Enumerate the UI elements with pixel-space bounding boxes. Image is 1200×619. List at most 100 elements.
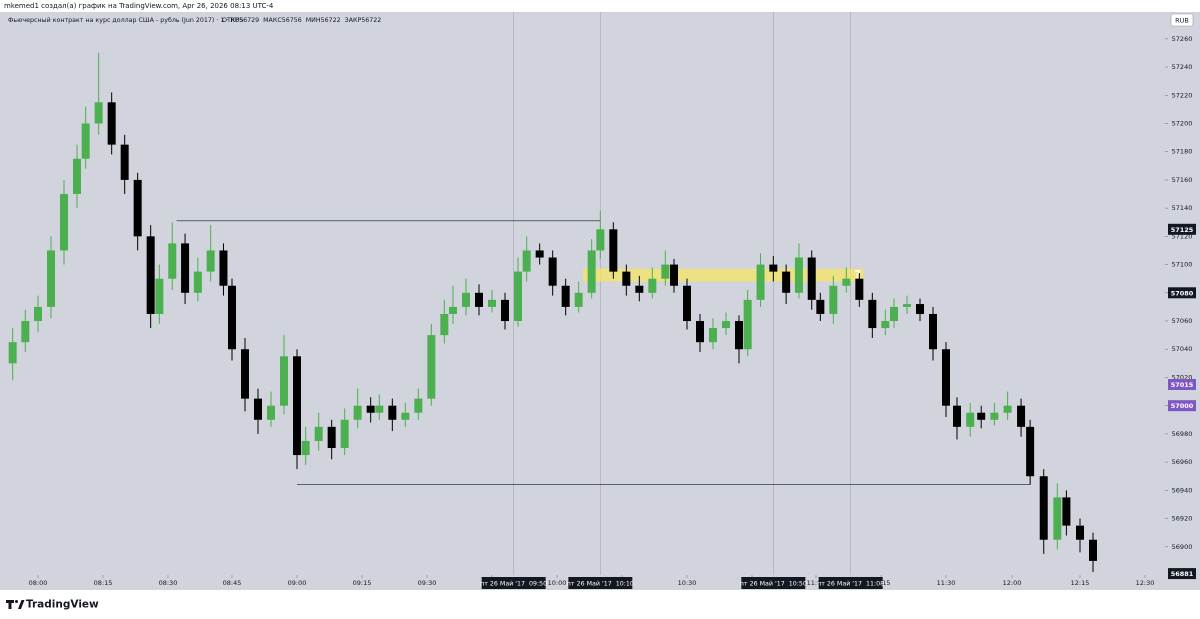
candle-body: [168, 243, 177, 279]
logo-dot: [15, 600, 18, 603]
candle-body: [794, 257, 803, 293]
time-marker-label: пт 26 Май '17 11:08: [817, 580, 884, 588]
price-badge: [1168, 400, 1196, 412]
candle-body: [375, 405, 384, 413]
candle-body: [228, 285, 236, 350]
price-badge-label: 56881: [1171, 570, 1194, 578]
candle-body: [1053, 497, 1062, 540]
y-tick-label: 56940: [1172, 486, 1193, 494]
candle-body: [388, 405, 397, 420]
candle-body: [868, 299, 877, 329]
candle-body: [514, 271, 522, 322]
candle-body: [966, 412, 975, 427]
candle-body: [929, 313, 937, 350]
candle-body: [440, 313, 449, 336]
candle-body: [120, 144, 129, 180]
price-badge: [1168, 568, 1196, 580]
candle-body: [881, 321, 890, 329]
candle-body: [414, 398, 423, 413]
x-tick-label: 10:30: [678, 579, 697, 587]
candle-body: [107, 102, 116, 145]
candle-body: [722, 321, 730, 329]
candle-body: [635, 285, 644, 293]
brand: TradingView: [26, 599, 99, 611]
candle-body: [366, 405, 375, 413]
candle-body: [293, 356, 301, 456]
y-tick-label: 57240: [1172, 63, 1193, 71]
candle-body: [1062, 497, 1071, 526]
candle-body: [1039, 476, 1048, 540]
y-tick-label: 57100: [1172, 261, 1193, 269]
candle-body: [829, 285, 838, 314]
x-tick-label: 09:30: [418, 579, 437, 587]
candle-body: [807, 257, 816, 300]
price-badge: [1168, 287, 1196, 299]
logo-mark: [6, 600, 14, 609]
candle-body: [1003, 405, 1012, 413]
candle-body: [916, 304, 924, 314]
candle-body: [488, 299, 496, 307]
candle-body: [890, 306, 898, 322]
candle-body: [743, 299, 752, 350]
candle-body: [193, 271, 202, 293]
time-marker-badge: [741, 577, 806, 589]
x-tick-label: 12:30: [1136, 579, 1155, 587]
candle-body: [301, 440, 310, 456]
candle-body: [47, 250, 55, 307]
y-tick-label: 57120: [1172, 232, 1193, 240]
y-tick-label: 56980: [1172, 430, 1193, 438]
ohlc-label: ОТКР56729: [222, 17, 259, 24]
candle-body: [280, 356, 288, 406]
y-tick-label: 56960: [1172, 458, 1193, 466]
price-badge-label: 57015: [1171, 381, 1194, 389]
currency-badge[interactable]: [1170, 13, 1194, 27]
x-tick-label: 08:30: [159, 579, 178, 587]
candle-body: [73, 158, 81, 195]
candle-body: [648, 278, 657, 293]
candle-body: [1089, 539, 1097, 561]
candle-body: [60, 194, 68, 251]
candle-body: [1017, 405, 1026, 427]
ohlc-label: МАКС56756: [263, 17, 302, 24]
candle-body: [609, 229, 618, 272]
candle-body: [401, 412, 410, 420]
candle-body: [622, 271, 631, 286]
candle-body: [903, 304, 911, 307]
candle-body: [756, 264, 765, 300]
candle-body: [977, 412, 986, 420]
candle-body: [314, 426, 323, 441]
candle-body: [21, 321, 30, 343]
candle-body: [953, 405, 961, 427]
candle-body: [267, 405, 275, 420]
y-tick-label: 57020: [1172, 373, 1193, 381]
y-tick-label: 56900: [1172, 543, 1193, 551]
logo-mark: [18, 600, 25, 609]
candle-body: [574, 292, 583, 307]
candle-body: [1026, 426, 1035, 477]
x-tick-label: 10:00: [548, 579, 567, 587]
x-tick-label: 11:30: [937, 579, 956, 587]
candle-body: [561, 285, 570, 307]
candle-body: [587, 250, 596, 293]
time-marker-label: пт 26 Май '17 09:50: [480, 580, 547, 588]
zone: [583, 268, 864, 282]
candle-body: [475, 292, 483, 307]
candle-body: [842, 278, 851, 286]
time-marker-label: пт 26 Май '17 10:10: [567, 580, 634, 588]
candle-body: [942, 349, 950, 406]
candle-body: [206, 250, 215, 272]
y-tick-label: 57040: [1172, 345, 1193, 353]
plot: ?: [8, 12, 1097, 575]
x-tick-label: 08:45: [223, 579, 242, 587]
candle-body: [696, 321, 704, 343]
candle-body: [683, 285, 691, 322]
time-marker-label: пт 26 Май '17 10:50: [740, 580, 807, 588]
candle-body: [133, 179, 142, 237]
ohlc-label: ЗАКР56722: [345, 17, 382, 24]
candle-body: [816, 299, 825, 314]
candle-body: [769, 264, 778, 272]
price-badge-label: 57080: [1171, 289, 1194, 297]
candle-body: [155, 278, 164, 314]
price-badge-label: 57125: [1171, 226, 1194, 234]
ohlc-label: МИН56722: [306, 17, 341, 24]
